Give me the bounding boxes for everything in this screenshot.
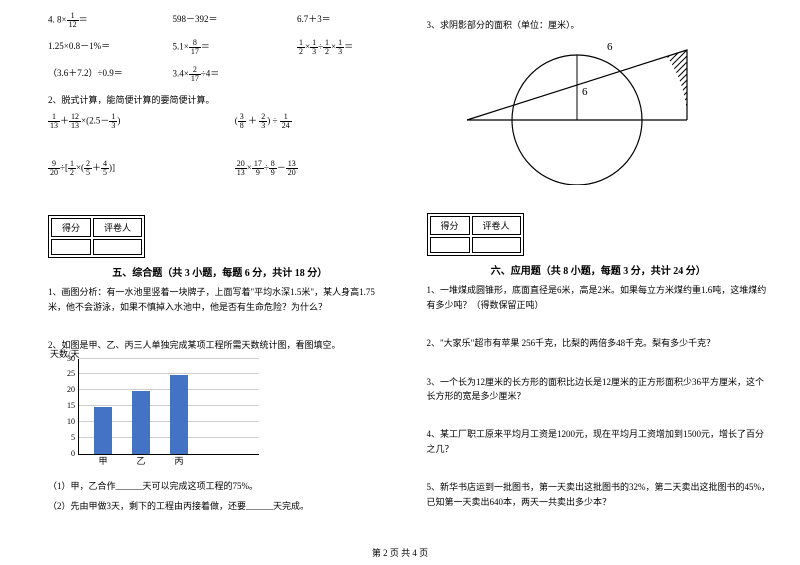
- calc-row: 920÷[12×(25＋45)] 2013×179÷89－1320: [48, 160, 392, 177]
- right-column: 3、求阴影部分的面积（单位：厘米）。: [427, 12, 771, 519]
- left-column: 4. 8×112＝ 598－392＝ 6.7＋3＝ 1.25×0.8－1%＝ 5…: [48, 12, 392, 519]
- sub-question: （2）先由甲做3天，剩下的工程由丙接着做，还要______天完成。: [48, 499, 392, 513]
- calc-cell: 920÷[12×(25＋45)]: [48, 160, 205, 177]
- sub-question: （1）甲，乙合作______天可以完成这项工程的75%。: [48, 479, 392, 493]
- calc-cell: (38 ＋ 23) ÷ 124: [235, 113, 392, 130]
- score-label: 得分: [51, 218, 91, 237]
- bar: 丙: [170, 375, 188, 454]
- question: 4、某工厂职工原来平均月工资是1200元，现在平均月工资增加到1500元，增长了…: [427, 427, 771, 456]
- section-title: 五、综合题（共 3 小题，每题 6 分，共计 18 分）: [48, 264, 392, 279]
- grader-label: 评卷人: [93, 218, 142, 237]
- question: 3、求阴影部分的面积（单位：厘米）。: [427, 18, 771, 32]
- calc-row: 4. 8×112＝ 598－392＝ 6.7＋3＝: [48, 12, 392, 29]
- bar: 乙: [132, 391, 150, 454]
- grader-label: 评卷人: [472, 216, 521, 235]
- calc-cell: [297, 66, 392, 83]
- y-labels: 0 5 10 15 20 25 30: [61, 359, 75, 454]
- score-box: 得分 评卷人: [48, 215, 145, 258]
- calc-row: 1.25×0.8－1%＝ 5.1×817＝ 12×13÷12×13＝: [48, 39, 392, 56]
- diagram-label-top: 6: [607, 41, 613, 53]
- page: 4. 8×112＝ 598－392＝ 6.7＋3＝ 1.25×0.8－1%＝ 5…: [0, 0, 800, 519]
- question: 3、一个长为12厘米的长方形的面积比边长是12厘米的正方形面积少36平方厘米，这…: [427, 375, 771, 404]
- bar: 甲: [94, 407, 112, 454]
- question: 1、一堆煤成圆锥形，底面直径是6米，高是2米。如果每立方米煤约重1.6吨，这堆煤…: [427, 283, 771, 312]
- calc-row: （3.6＋7.2）÷0.9＝ 3.4×217÷4＝: [48, 66, 392, 83]
- calc-cell: 5.1×817＝: [173, 39, 268, 56]
- q2-intro: 2、脱式计算，能简便计算的要简便计算。: [48, 93, 392, 107]
- diagram-svg: 6 6: [457, 40, 717, 185]
- question: 2、"大家乐"超市有苹果 256千克，比梨的两倍多48千克。梨有多少千克？: [427, 336, 771, 350]
- calc-cell: （3.6＋7.2）÷0.9＝: [48, 66, 143, 83]
- section-title: 六、应用题（共 8 小题，每题 3 分，共计 24 分）: [427, 262, 771, 277]
- question: 1、画图分析：有一水池里竖着一块牌子，上面写着"平均水深1.5米"，某人身高1.…: [48, 285, 392, 314]
- bar-chart: 天数/天 0 5 10 15 20 25 30 甲 乙: [78, 359, 392, 455]
- calc-cell: 113＋1213×(2.5－13): [48, 113, 205, 130]
- question: 2、如图是甲、乙、丙三人单独完成某项工程所需天数统计图，看图填空。: [48, 338, 392, 352]
- calc-cell: 12×13÷12×13＝: [297, 39, 392, 56]
- page-footer: 第 2 页 共 4 页: [0, 546, 800, 559]
- calc-cell: 6.7＋3＝: [297, 12, 392, 29]
- calc-cell: 3.4×217÷4＝: [173, 66, 268, 83]
- score-label: 得分: [430, 216, 470, 235]
- score-box: 得分 评卷人: [427, 213, 524, 256]
- question: 5、新华书店运到一批图书，第一天卖出这批图书的32%，第二天卖出这批图书的45%…: [427, 480, 771, 509]
- calc-row: 113＋1213×(2.5－13) (38 ＋ 23) ÷ 124: [48, 113, 392, 130]
- diagram-label-height: 6: [582, 86, 588, 98]
- calc-cell: 598－392＝: [173, 12, 268, 29]
- chart-plot: 0 5 10 15 20 25 30 甲 乙 丙: [78, 359, 259, 455]
- geometry-diagram: 6 6: [457, 40, 771, 187]
- calc-cell: 1.25×0.8－1%＝: [48, 39, 143, 56]
- calc-cell: 4. 8×112＝: [48, 12, 143, 29]
- calc-cell: 2013×179÷89－1320: [235, 160, 392, 177]
